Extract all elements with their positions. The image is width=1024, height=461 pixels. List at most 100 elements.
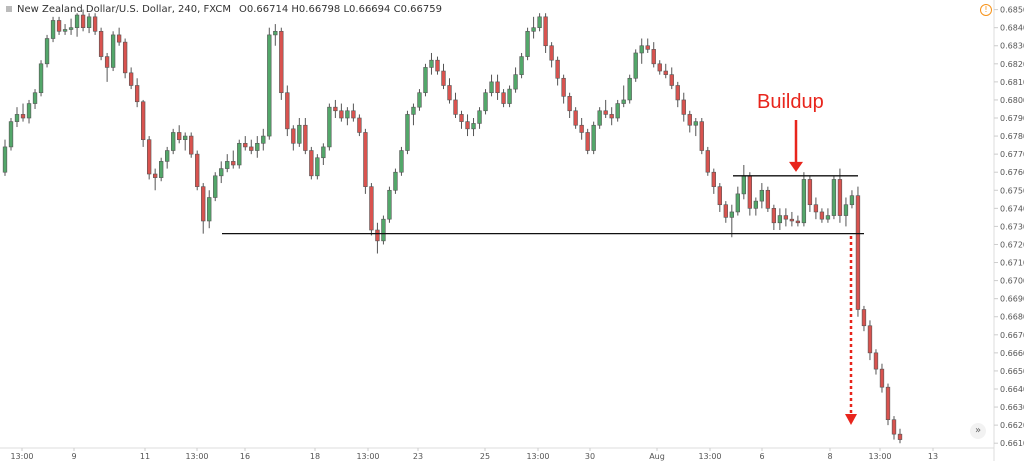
candle-body [705, 150, 710, 173]
candle-body [134, 85, 140, 103]
candle-body [567, 96, 572, 112]
candle-body [291, 128, 296, 144]
candle-body [237, 143, 242, 166]
candle-body [435, 59, 440, 72]
candle-body [681, 99, 686, 115]
x-tick-label: 13:00 [10, 452, 33, 461]
high-value: H0.66798 [291, 4, 341, 15]
symbol-title: New Zealand Dollar/U.S. Dollar, 240, FXC… [17, 4, 231, 15]
candle-body [627, 77, 632, 101]
candle-body [159, 161, 164, 178]
candle-body [14, 114, 20, 122]
candle-body [285, 92, 290, 130]
candle-body [8, 121, 14, 148]
candle-body [165, 150, 170, 162]
candle-body [759, 189, 765, 202]
candle-body [297, 124, 302, 144]
candle-body [633, 52, 638, 79]
candle-body [261, 135, 266, 144]
candle-body [387, 189, 392, 220]
y-tick-label: 0.67400 [1000, 204, 1024, 213]
candle-body [879, 368, 885, 388]
candle-body [459, 114, 464, 122]
candle-body [195, 153, 200, 187]
candle-body [573, 110, 578, 126]
x-tick-label: 9 [71, 452, 76, 461]
candle-body [345, 110, 350, 119]
candle-body [699, 121, 704, 151]
x-tick-label: 13 [928, 452, 938, 461]
x-tick-label: 11 [140, 452, 150, 461]
candle-body [663, 70, 668, 75]
candle-body [255, 143, 260, 151]
candle-body [68, 27, 74, 30]
candle-body [423, 67, 428, 94]
candle-body [513, 74, 518, 90]
candle-body [531, 27, 536, 32]
y-tick-label: 0.66100 [1000, 439, 1024, 448]
candle-body [315, 157, 320, 177]
candle-body [549, 45, 554, 61]
candle-body [104, 56, 110, 68]
y-tick-label: 0.68300 [1000, 42, 1024, 51]
candle-body [243, 143, 248, 148]
y-tick-label: 0.66600 [1000, 349, 1024, 358]
y-tick-label: 0.66400 [1000, 385, 1024, 394]
candle-body [831, 179, 837, 216]
candle-body [303, 124, 308, 151]
y-tick-label: 0.66900 [1000, 295, 1024, 304]
candle-body [867, 325, 873, 354]
candle-body [657, 63, 662, 72]
candle-body [591, 124, 596, 151]
candle-body [98, 30, 104, 57]
candle-body [32, 92, 38, 104]
candle-body [128, 72, 134, 86]
candle-body [44, 38, 50, 65]
candle-body [122, 41, 128, 74]
candle-body [789, 218, 795, 222]
candle-body [753, 200, 759, 209]
candle-body [321, 146, 326, 159]
chart-header: New Zealand Dollar/U.S. Dollar, 240, FXC… [6, 4, 442, 15]
y-tick-label: 0.66300 [1000, 403, 1024, 412]
candle-body [891, 419, 897, 435]
x-tick-label: 18 [310, 452, 320, 461]
candle-body [747, 175, 752, 209]
candle-body [693, 121, 698, 126]
candle-body [381, 218, 386, 242]
candle-body [645, 45, 650, 50]
projection-arrow-head [845, 414, 857, 425]
candle-body [86, 16, 92, 28]
x-tick-label: 8 [827, 452, 832, 461]
candle-body [897, 433, 903, 440]
alert-icon[interactable]: ! [980, 4, 992, 16]
candle-body [417, 92, 422, 108]
candle-body [26, 103, 32, 119]
candle-body [231, 161, 236, 166]
candle-body [309, 150, 314, 177]
candle-body [555, 59, 560, 79]
candle-body [813, 204, 819, 213]
candle-body [189, 135, 194, 155]
candle-body [213, 175, 218, 198]
candle-body [723, 204, 728, 218]
candle-body [447, 85, 452, 101]
candle-body [110, 34, 116, 68]
candle-body [615, 103, 620, 119]
y-tick-label: 0.67900 [1000, 114, 1024, 123]
y-tick-label: 0.67600 [1000, 168, 1024, 177]
buildup-label: Buildup [757, 91, 824, 113]
candle-body [771, 208, 777, 224]
candle-body [441, 70, 446, 86]
candle-body [2, 146, 8, 173]
candle-body [855, 195, 861, 310]
y-tick-label: 0.68100 [1000, 78, 1024, 87]
candle-body [405, 114, 410, 151]
candle-body [837, 179, 843, 216]
candle-body [153, 173, 158, 178]
scroll-to-realtime-icon[interactable]: » [970, 423, 986, 439]
candle-body [603, 110, 608, 115]
y-tick-label: 0.68000 [1000, 96, 1024, 105]
candle-body [639, 45, 644, 54]
